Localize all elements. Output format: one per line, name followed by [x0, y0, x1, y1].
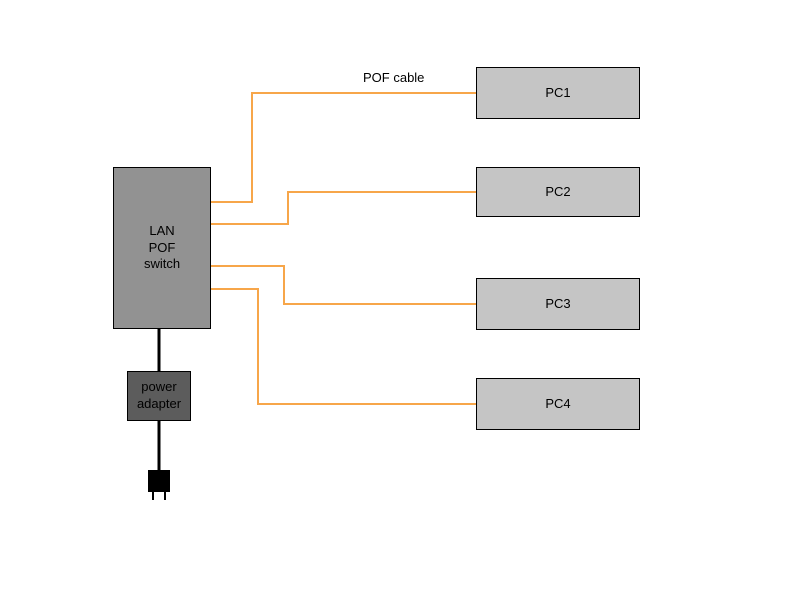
- lan-pof-switch-label: LANPOFswitch: [144, 223, 180, 274]
- pc2-node: PC2: [476, 167, 640, 217]
- pof-cable-line: [211, 289, 476, 404]
- pc2-label: PC2: [545, 184, 570, 201]
- pc4-node: PC4: [476, 378, 640, 430]
- power-adapter-node: poweradapter: [127, 371, 191, 421]
- pc3-label: PC3: [545, 296, 570, 313]
- pof-cable-label: POF cable: [363, 70, 424, 85]
- pof-cable-line: [211, 266, 476, 304]
- lan-pof-switch-node: LANPOFswitch: [113, 167, 211, 329]
- power-adapter-label: poweradapter: [137, 379, 181, 413]
- pof-cable-line: [211, 192, 476, 224]
- pc1-node: PC1: [476, 67, 640, 119]
- pof-cable-line: [211, 93, 476, 202]
- pc3-node: PC3: [476, 278, 640, 330]
- pc4-label: PC4: [545, 396, 570, 413]
- pc1-label: PC1: [545, 85, 570, 102]
- power-plug-icon: [148, 470, 170, 492]
